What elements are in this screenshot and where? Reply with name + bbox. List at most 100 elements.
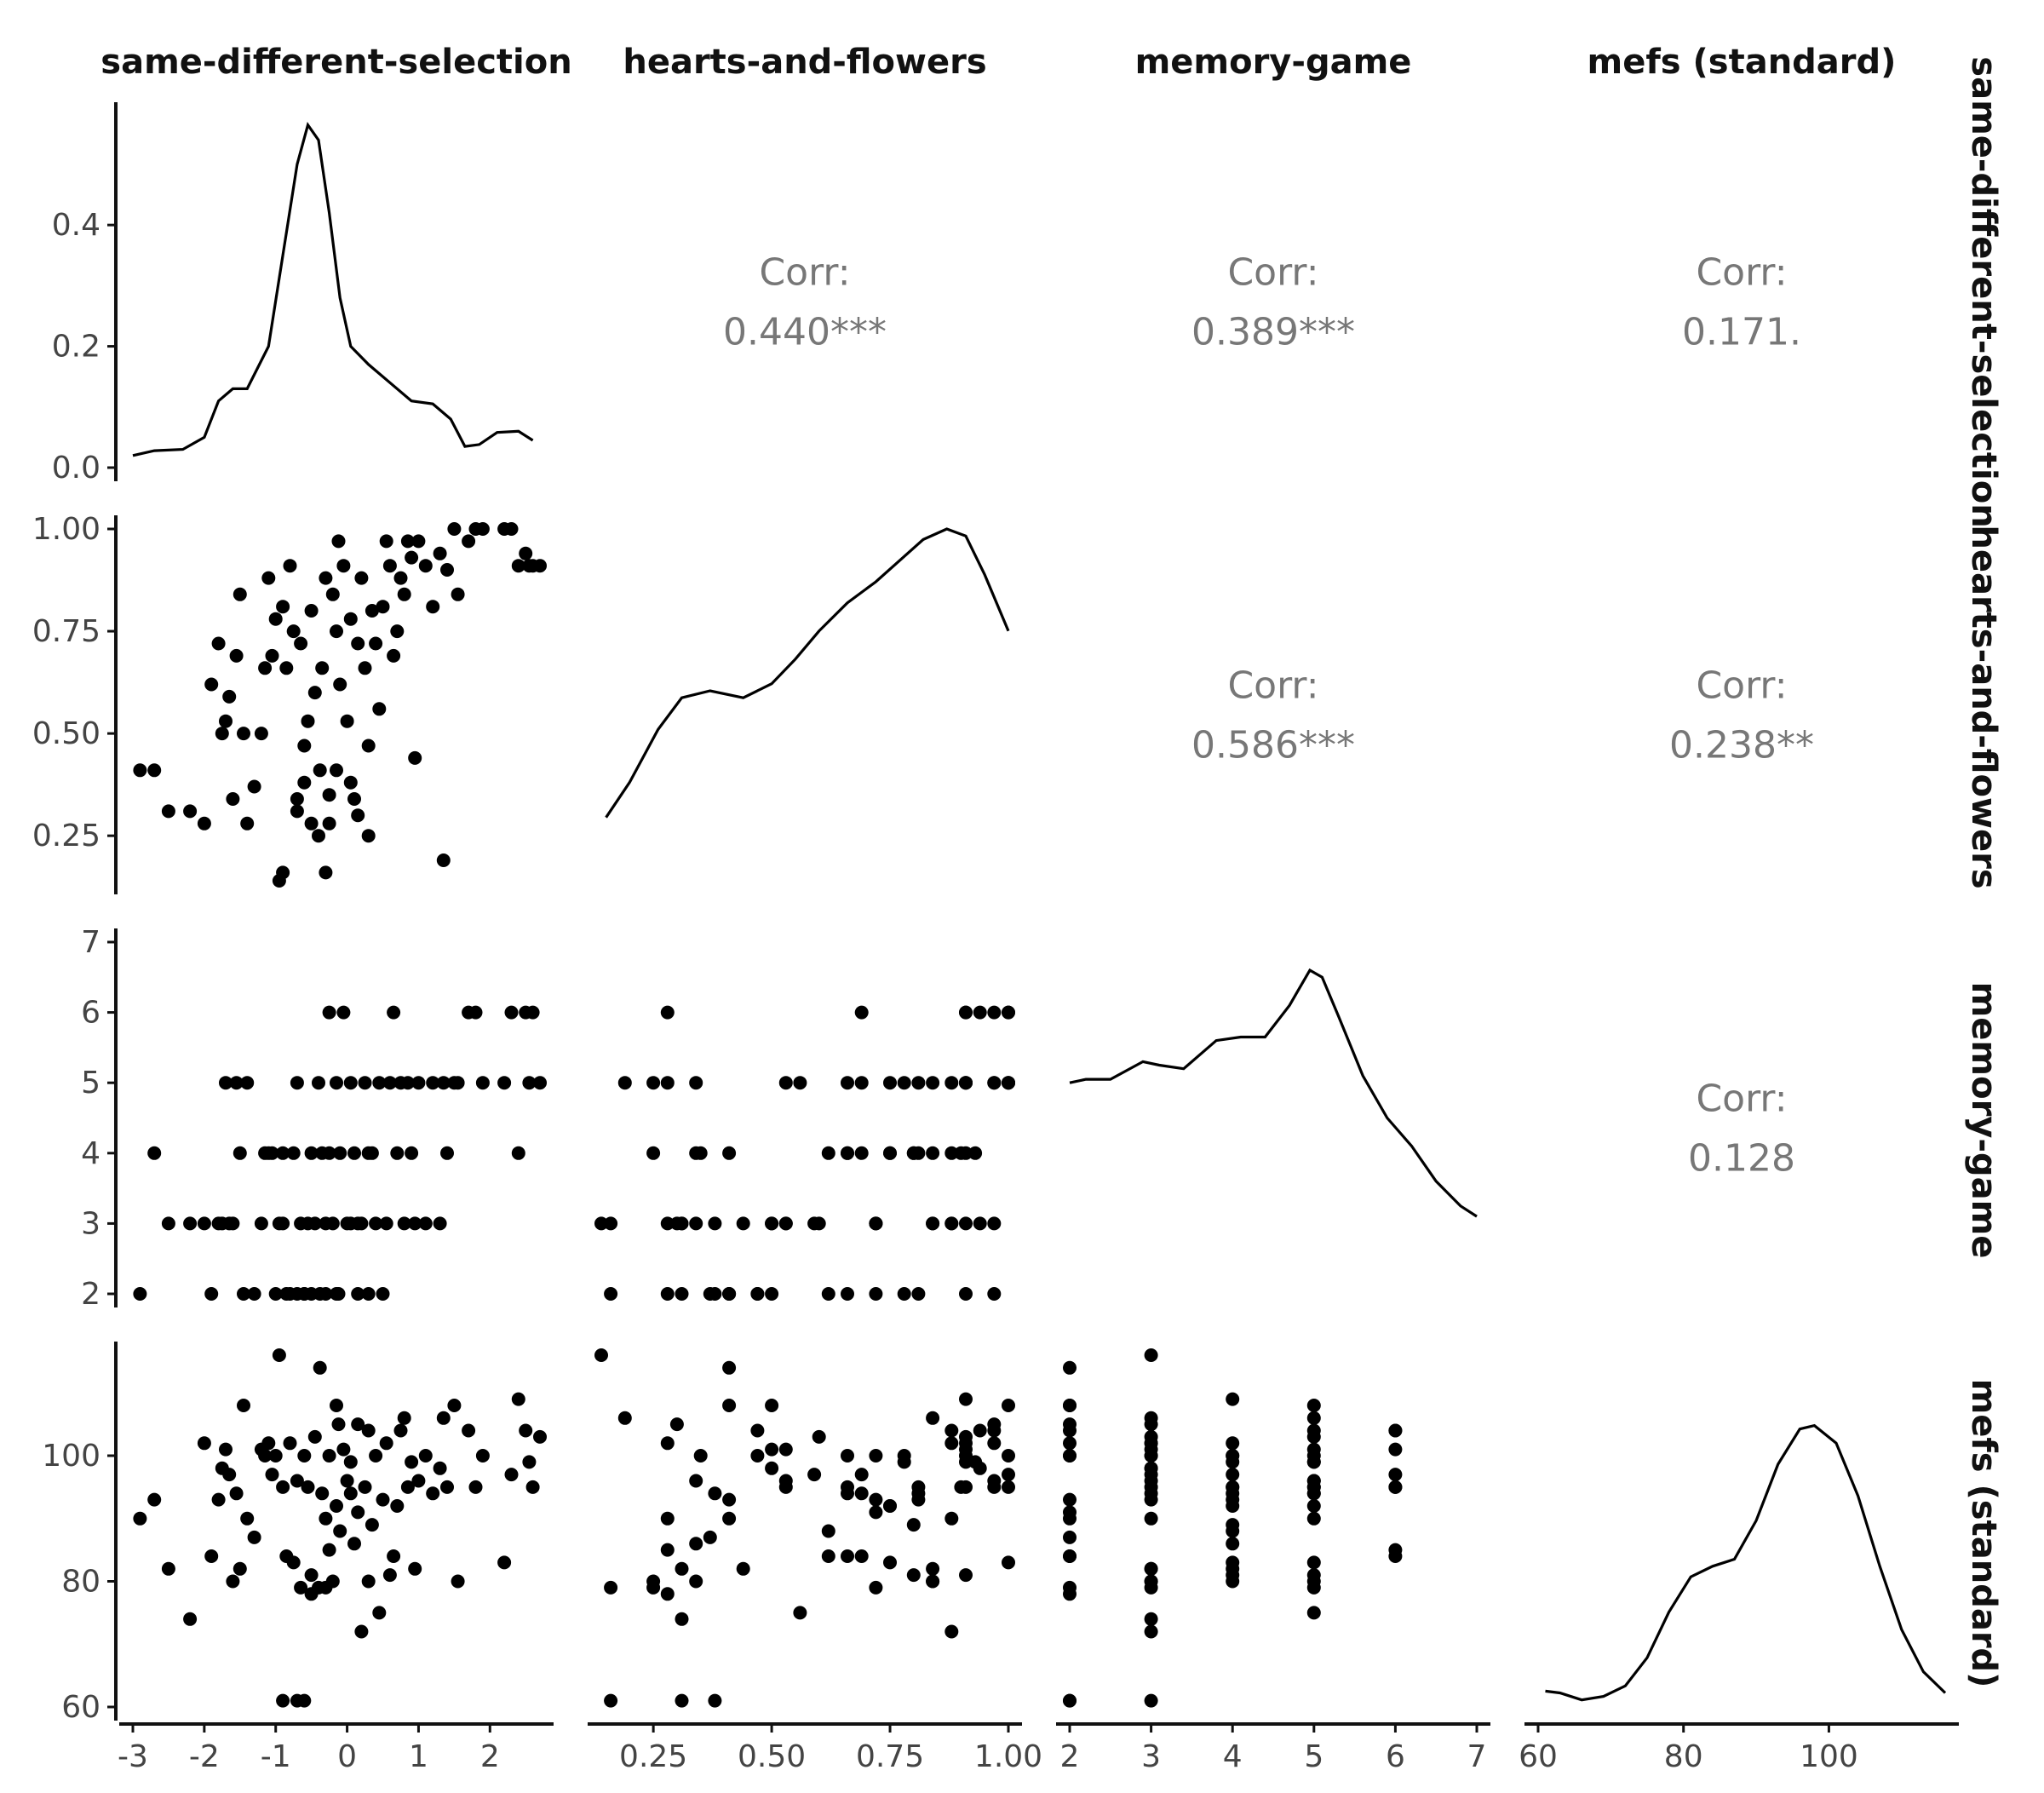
scatter-point [812,1216,826,1231]
scatter-point [183,804,198,819]
column-header: same-different-selection [100,43,571,82]
row-strip-label: memory-game [1964,982,2003,1259]
correlation-value: 0.238** [1669,724,1814,767]
scatter-point [258,661,273,675]
scatter-point [290,792,304,806]
scatter-point [315,661,330,675]
scatter-point [911,1076,926,1090]
scatter-point [307,686,322,700]
x-tick-label: 4 [1223,1739,1243,1774]
scatter-point [361,1574,376,1589]
scatter-point [926,1561,940,1576]
scatter-point [959,1568,973,1583]
scatter-point [1002,1555,1015,1570]
scatter-point [183,1216,198,1231]
scatter-point [765,1461,779,1475]
scatter-point [1144,1348,1158,1362]
scatter-point [276,865,290,880]
scatter-point [315,1486,330,1501]
scatter-point [926,1076,940,1090]
scatter-point [475,522,490,536]
scatter-point [1388,1468,1403,1482]
scatter-point [290,804,304,819]
scatter-point [297,738,312,753]
scatter-point [511,1146,525,1160]
scatter-point [286,624,301,639]
scatter-point [265,1146,279,1160]
scatter-point [821,1524,835,1538]
scatter-point [854,1468,869,1482]
scatter-point [1388,1480,1403,1494]
scatter-point [821,1146,835,1160]
correlation-label: Corr: [1227,664,1318,708]
scatter-point [869,1449,883,1463]
scatter-point [411,1474,426,1488]
scatter-point [304,604,319,618]
scatter-point [161,1216,175,1231]
scatter-point [854,1486,869,1501]
scatter-point [525,1480,540,1494]
scatter-point [376,600,390,614]
scatter-point [987,1423,1002,1438]
scatter-point [433,1216,447,1231]
correlation-value: 0.128 [1688,1137,1795,1181]
y-tick-label: 60 [61,1690,100,1725]
scatter-point [1226,1480,1240,1494]
scatter-point [319,865,333,880]
scatter-point [211,636,226,651]
scatter-point [1306,1511,1321,1526]
scatter-point [272,1348,286,1362]
scatter-point [219,1442,233,1457]
scatter-point [1144,1511,1158,1526]
correlation-value: 0.171. [1682,311,1801,354]
scatter-point [660,1543,675,1557]
scatter-point [247,1287,261,1301]
scatter-point [297,775,312,790]
scatter-point [926,1216,940,1231]
panel-3-2 [1063,1348,1403,1708]
y-tick-label: 4 [81,1136,100,1171]
scatter-point [354,1624,369,1639]
y-tick-label: 0.50 [32,716,100,751]
correlation-label: Corr: [1227,251,1318,295]
scatter-point [361,1423,376,1438]
x-tick-label: 2 [480,1739,500,1774]
scatter-point [693,1146,708,1160]
scatter-point [1306,1486,1321,1501]
scatter-point [1002,1399,1015,1412]
panel-3-1 [594,1348,1015,1708]
scatter-point [290,1474,304,1488]
y-tick-label: 5 [81,1066,100,1101]
scatter-point [294,636,308,651]
scatter-point [722,1399,737,1412]
scatter-point [1144,1461,1158,1475]
scatter-point [703,1530,717,1544]
scatter-point [365,604,379,618]
y-tick-label: 0.0 [52,451,100,486]
scatter-point [331,534,346,549]
scatter-point [475,1449,490,1463]
panel-3-0 [133,1348,547,1708]
y-tick-label: 0.75 [32,614,100,649]
scatter-point [240,816,255,830]
scatter-point [1063,1436,1077,1451]
scatter-point [1226,1574,1240,1589]
scatter-point [330,763,343,778]
scatter-point [418,1216,433,1231]
scatter-point [343,1486,358,1501]
scatter-point [1063,1492,1077,1507]
correlation-value: 0.389*** [1191,311,1355,354]
y-tick-label: 100 [42,1439,100,1474]
scatter-point [533,559,547,573]
scatter-point [333,1524,347,1538]
scatter-point [1306,1455,1321,1469]
scatter-point [722,1287,737,1301]
scatter-point [594,1216,608,1231]
scatter-point [1002,1468,1015,1482]
x-tick-label: 0.50 [738,1739,806,1774]
scatter-point [906,1518,921,1532]
scatter-point [854,1005,869,1020]
scatter-point [161,804,175,819]
scatter-point [987,1216,1002,1231]
